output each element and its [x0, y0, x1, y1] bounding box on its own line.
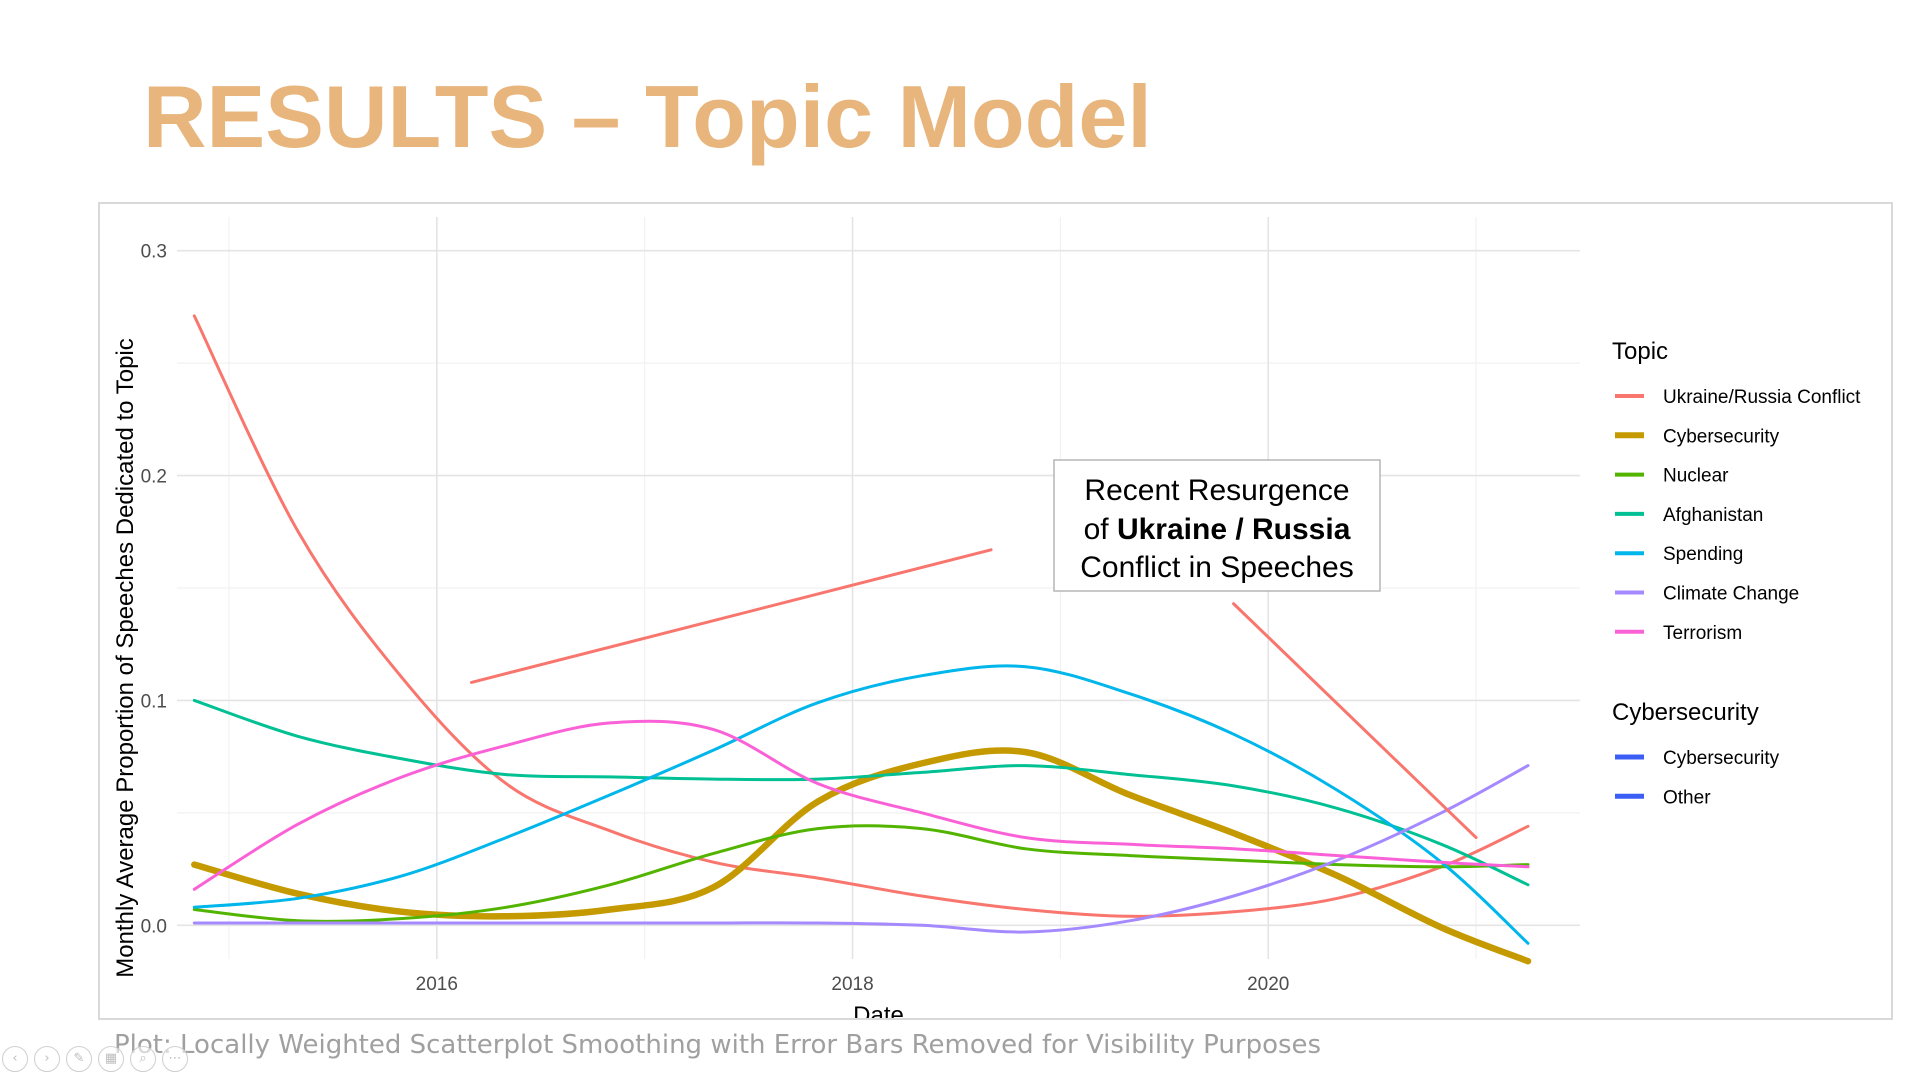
- x-axis-label: Date: [853, 1002, 904, 1018]
- y-axis-label: Monthly Average Proportion of Speeches D…: [112, 338, 139, 978]
- legend-label-0-climate-change: Climate Change: [1663, 584, 1799, 605]
- x-tick-label-0: 2016: [416, 974, 458, 995]
- legend-title-0: Topic: [1612, 338, 1668, 365]
- annotation-line-2-prefix: of: [1084, 513, 1117, 546]
- annotation-line-1-text: Recent Resurgence: [1084, 474, 1349, 507]
- annotation-box: Recent Resurgence of Ukraine / Russia Co…: [1053, 459, 1381, 592]
- y-tick-label-1: 0.1: [141, 691, 167, 712]
- annotation-arrow-1: [1232, 602, 1478, 840]
- annotation-frame: [1053, 459, 1381, 592]
- legend-label-0-afghanistan: Afghanistan: [1663, 505, 1763, 526]
- y-tick-label-2: 0.2: [141, 467, 167, 488]
- annotation-line-1: Recent Resurgence: [1084, 474, 1349, 507]
- legend-label-1-cybersecurity: Cybersecurity: [1663, 748, 1780, 769]
- legend-label-0-ukraine-russia-conflict: Ukraine/Russia Conflict: [1663, 387, 1861, 408]
- y-tick-label-3: 0.3: [141, 242, 167, 263]
- chart: Recent Resurgence of Ukraine / Russia Co…: [112, 217, 1861, 1018]
- legend-label-0-nuclear: Nuclear: [1663, 466, 1729, 487]
- previous-icon[interactable]: ‹: [2, 1046, 28, 1072]
- more-icon[interactable]: ⋯: [162, 1046, 188, 1072]
- slides-icon[interactable]: ▦: [98, 1046, 124, 1072]
- y-tick-label-0: 0.0: [141, 916, 167, 937]
- legend-label-1-other: Other: [1663, 787, 1711, 808]
- annotation-line-2-bold: Ukraine / Russia: [1117, 513, 1351, 546]
- x-tick-label-2: 2020: [1247, 974, 1289, 995]
- pen-icon[interactable]: ✎: [66, 1046, 92, 1072]
- series-line-ukraine-russia-conflict: [192, 314, 1530, 918]
- legend-title-1: Cybersecurity: [1612, 699, 1759, 726]
- next-icon[interactable]: ›: [34, 1046, 60, 1072]
- plot-caption: Plot: Locally Weighted Scatterplot Smoot…: [114, 1030, 1322, 1060]
- annotation-line-2: of Ukraine / Russia: [1084, 513, 1351, 546]
- chart-axes: 2016 2018 2020 0.0 0.1 0.2 0.3 Date Monthly Aver…: [112, 242, 1289, 1018]
- legend-label-0-spending: Spending: [1663, 544, 1743, 565]
- slide-title: RESULTS – Topic Model: [143, 67, 1152, 166]
- chart-legend: Topic Ukraine/Russia Conflict Cybersecurit…: [1612, 338, 1861, 808]
- chart-series: [191, 314, 1532, 965]
- legend-label-0-cybersecurity: Cybersecurity: [1663, 426, 1780, 447]
- series-line-spending: [192, 664, 1530, 945]
- series-line-afghanistan: [192, 698, 1530, 887]
- annotation-arrow-0: [469, 548, 993, 684]
- series-line-climate-change: [192, 764, 1530, 934]
- annotation-line-3-text: Conflict in Speeches: [1080, 551, 1354, 584]
- x-tick-label-1: 2018: [831, 974, 873, 995]
- series-line-terrorism: [192, 719, 1530, 891]
- plot-frame: Recent Resurgence of Ukraine / Russia Co…: [98, 202, 1893, 1020]
- slide-controls: ‹ › ✎ ▦ ⌕ ⋯: [2, 1046, 188, 1076]
- legend-label-0-terrorism: Terrorism: [1663, 623, 1742, 644]
- annotation-arrows: [469, 548, 1478, 840]
- annotation-line-3: Conflict in Speeches: [1080, 551, 1354, 584]
- series-line-nuclear: [192, 824, 1530, 923]
- zoom-icon[interactable]: ⌕: [130, 1046, 156, 1072]
